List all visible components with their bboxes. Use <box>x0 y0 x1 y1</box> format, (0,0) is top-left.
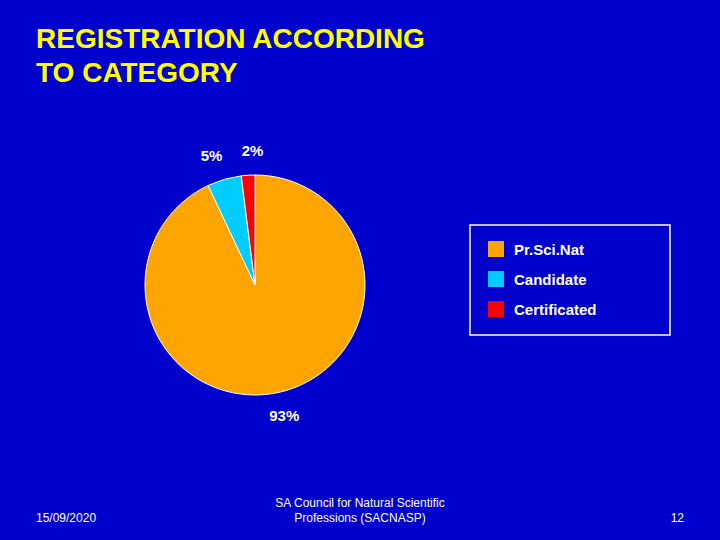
footer-note: 15/09/2020 <box>36 511 96 525</box>
legend-label: Candidate <box>514 271 587 288</box>
title: REGISTRATION ACCORDINGTO CATEGORY <box>36 23 425 88</box>
legend-frame <box>470 225 670 335</box>
pie <box>145 175 365 395</box>
data-label: 5% <box>201 147 223 164</box>
pie-slice <box>241 175 255 285</box>
legend: Pr.Sci.Nat Candidate Certificated <box>470 225 670 335</box>
footer-note: SA Council for Natural ScientificProfess… <box>275 496 444 525</box>
pie-slice <box>208 176 255 285</box>
pie-slice <box>145 175 365 395</box>
legend-swatch <box>488 271 504 287</box>
data-label: 2% <box>242 142 264 159</box>
legend-label: Pr.Sci.Nat <box>514 241 584 258</box>
chart: REGISTRATION ACCORDINGTO CATEGORY 93% 5% 2%… <box>0 0 720 540</box>
legend-swatch <box>488 241 504 257</box>
background <box>0 0 720 540</box>
legend-swatch <box>488 301 504 317</box>
data-label: 93% <box>269 407 299 424</box>
legend-label: Certificated <box>514 301 597 318</box>
footer-note: 12 <box>671 511 685 525</box>
